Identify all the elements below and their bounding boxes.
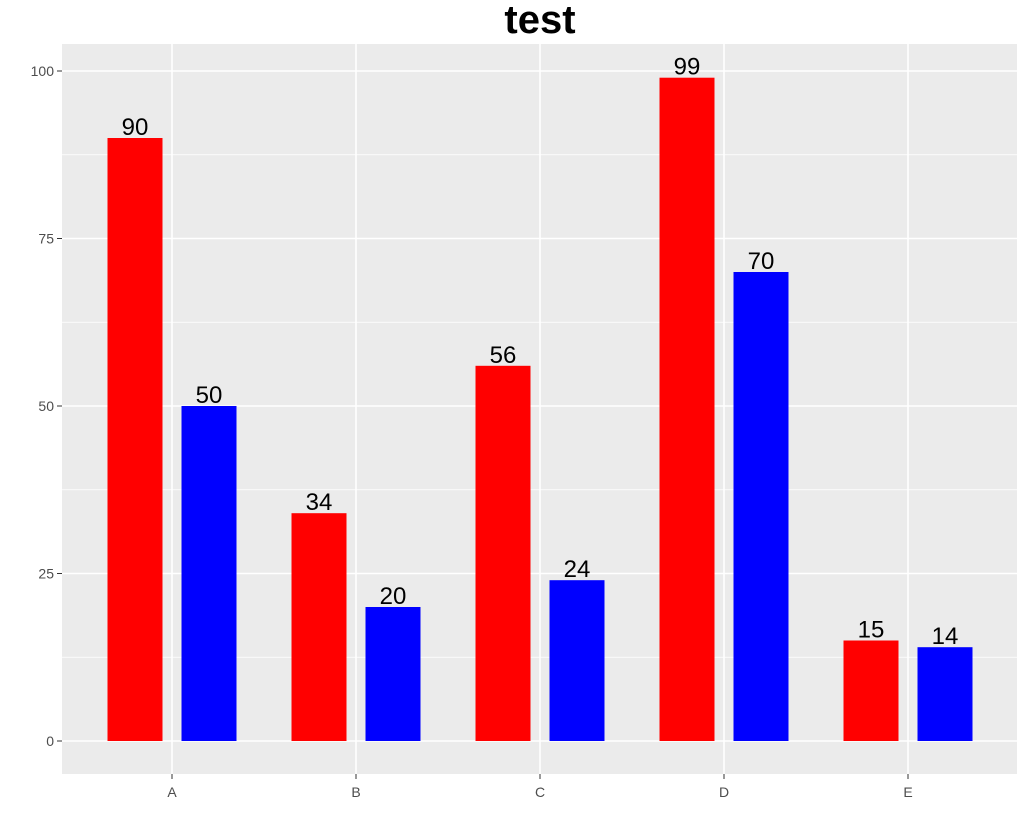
x-tick-label: A xyxy=(167,784,177,800)
bar-a-series-1 xyxy=(107,138,163,741)
bar-b-series-2 xyxy=(365,607,421,741)
bar-e-series-1 xyxy=(843,640,899,741)
bar-b-series-1 xyxy=(291,513,347,741)
y-tick-label: 75 xyxy=(38,231,54,247)
bar-value-label: 14 xyxy=(932,623,959,650)
bar-e-series-2 xyxy=(917,647,973,741)
x-tick-label: B xyxy=(351,784,360,800)
bar-value-label: 34 xyxy=(306,489,333,516)
y-tick-label: 0 xyxy=(46,733,54,749)
x-tick-label: E xyxy=(903,784,912,800)
x-axis: A B C D E xyxy=(167,774,913,800)
major-gridlines xyxy=(62,44,1017,774)
y-tick-label: 100 xyxy=(31,63,55,79)
bar-value-label: 70 xyxy=(748,248,775,275)
bar-value-label: 20 xyxy=(380,583,407,610)
bar-c-series-1 xyxy=(475,365,531,741)
y-tick-label: 25 xyxy=(38,566,54,582)
bars xyxy=(107,77,973,741)
bar-d-series-2 xyxy=(733,272,789,741)
bar-d-series-1 xyxy=(659,77,715,741)
x-tick-label: D xyxy=(719,784,729,800)
bar-value-label: 90 xyxy=(122,114,149,141)
bar-value-label: 24 xyxy=(564,556,591,583)
bar-value-labels: 90 50 34 20 56 24 99 70 15 14 xyxy=(122,54,959,651)
bar-value-label: 99 xyxy=(674,54,701,81)
bar-value-label: 50 xyxy=(196,382,223,409)
bar-a-series-2 xyxy=(181,406,237,741)
bar-value-label: 15 xyxy=(858,617,885,644)
chart-title: test xyxy=(504,0,575,42)
y-axis: 0 25 50 75 100 xyxy=(31,63,62,749)
bar-value-label: 56 xyxy=(490,342,517,369)
bar-c-series-2 xyxy=(549,580,605,741)
x-tick-label: C xyxy=(535,784,545,800)
y-tick-label: 50 xyxy=(38,398,54,414)
